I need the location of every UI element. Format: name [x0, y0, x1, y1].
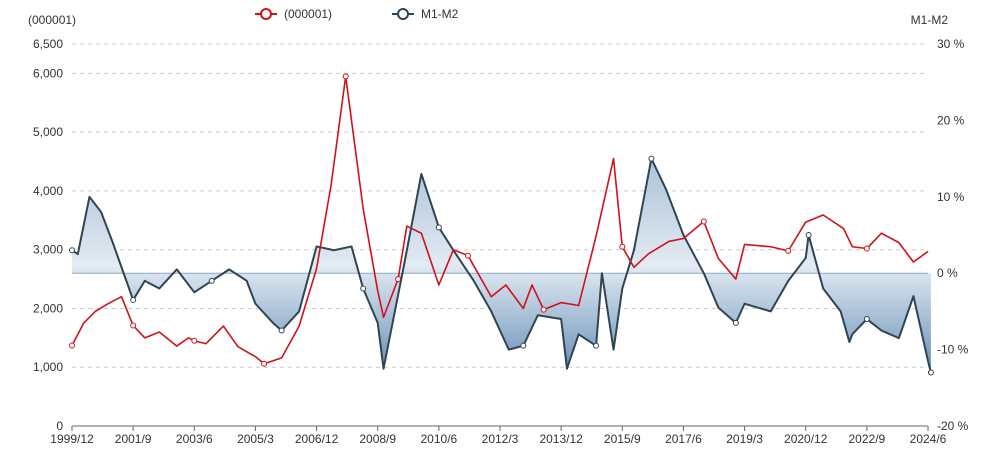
legend-swatch-marker[interactable]: [260, 8, 272, 20]
y-right-axis-title: M1-M2: [911, 13, 949, 27]
x-tick-label: 2017/6: [665, 432, 702, 446]
m1-m2-point[interactable]: [130, 296, 137, 303]
m1-m2-point[interactable]: [435, 224, 442, 231]
m1-m2-point[interactable]: [648, 155, 655, 162]
y-left-tick-label: 6,000: [33, 66, 63, 80]
x-tick-label: 2008/9: [359, 432, 396, 446]
x-tick-label: 2001/9: [115, 432, 152, 446]
y-right-tick-label: 30 %: [937, 37, 965, 51]
x-tick-label: 2005/3: [237, 432, 274, 446]
m1-m2-point[interactable]: [863, 316, 870, 323]
index-000001-point[interactable]: [191, 337, 198, 344]
index-000001-point[interactable]: [69, 342, 75, 349]
m1-m2-point[interactable]: [732, 319, 739, 326]
index-000001-point[interactable]: [464, 252, 471, 259]
m1-m2-point[interactable]: [805, 232, 812, 238]
m1-m2-point[interactable]: [208, 277, 215, 284]
legend-label[interactable]: (000001): [284, 7, 332, 21]
x-tick-label: 2015/9: [604, 432, 641, 446]
x-tick-label: 2010/6: [421, 432, 458, 446]
m1-m2-point[interactable]: [520, 342, 527, 349]
x-tick-label: 2024/6: [910, 432, 947, 446]
y-right-tick-label: 10 %: [937, 190, 965, 204]
x-tick-label: 2022/9: [849, 432, 886, 446]
x-tick-label: 2020/12: [784, 432, 828, 446]
y-right-tick-label: -20 %: [937, 419, 969, 433]
legend-swatch-marker[interactable]: [397, 8, 409, 20]
x-tick-label: 2003/6: [176, 432, 213, 446]
m1-m2-point[interactable]: [278, 327, 285, 334]
index-000001-point[interactable]: [130, 322, 137, 329]
index-000001-point[interactable]: [261, 360, 268, 367]
x-tick-label: 2019/3: [726, 432, 763, 446]
index-000001-point[interactable]: [395, 276, 402, 283]
x-tick-label: 2012/3: [482, 432, 519, 446]
y-right-tick-label: 20 %: [937, 113, 965, 127]
index-000001-point[interactable]: [785, 247, 792, 254]
x-tick-label: 1999/12: [50, 432, 94, 446]
y-left-tick-label: 6,500: [33, 37, 63, 51]
y-left-tick-label: 0: [56, 419, 63, 433]
m1-m2-area: [72, 158, 931, 373]
index-000001-point[interactable]: [863, 245, 870, 252]
index-000001-point[interactable]: [342, 73, 349, 80]
y-left-tick-label: 4,000: [33, 184, 63, 198]
m1-m2-point[interactable]: [927, 369, 934, 376]
m1-m2-point[interactable]: [360, 285, 367, 292]
y-right-tick-label: 0 %: [937, 266, 958, 280]
y-left-tick-label: 5,000: [33, 125, 63, 139]
y-right-tick-label: -10 %: [937, 343, 969, 357]
y-left-tick-label: 2,000: [33, 301, 63, 315]
y-left-tick-label: 3,000: [33, 243, 63, 257]
m1-m2-point[interactable]: [69, 247, 75, 254]
x-tick-label: 2006/12: [295, 432, 339, 446]
index-000001-point[interactable]: [700, 218, 707, 225]
y-left-axis-title: (000001): [28, 13, 76, 27]
legend-label[interactable]: M1-M2: [421, 7, 459, 21]
x-tick-label: 2013/12: [539, 432, 583, 446]
m1-m2-point[interactable]: [593, 342, 600, 349]
index-000001-point[interactable]: [619, 243, 626, 250]
y-left-tick-label: 1,000: [33, 360, 63, 374]
index-000001-point[interactable]: [540, 306, 547, 313]
